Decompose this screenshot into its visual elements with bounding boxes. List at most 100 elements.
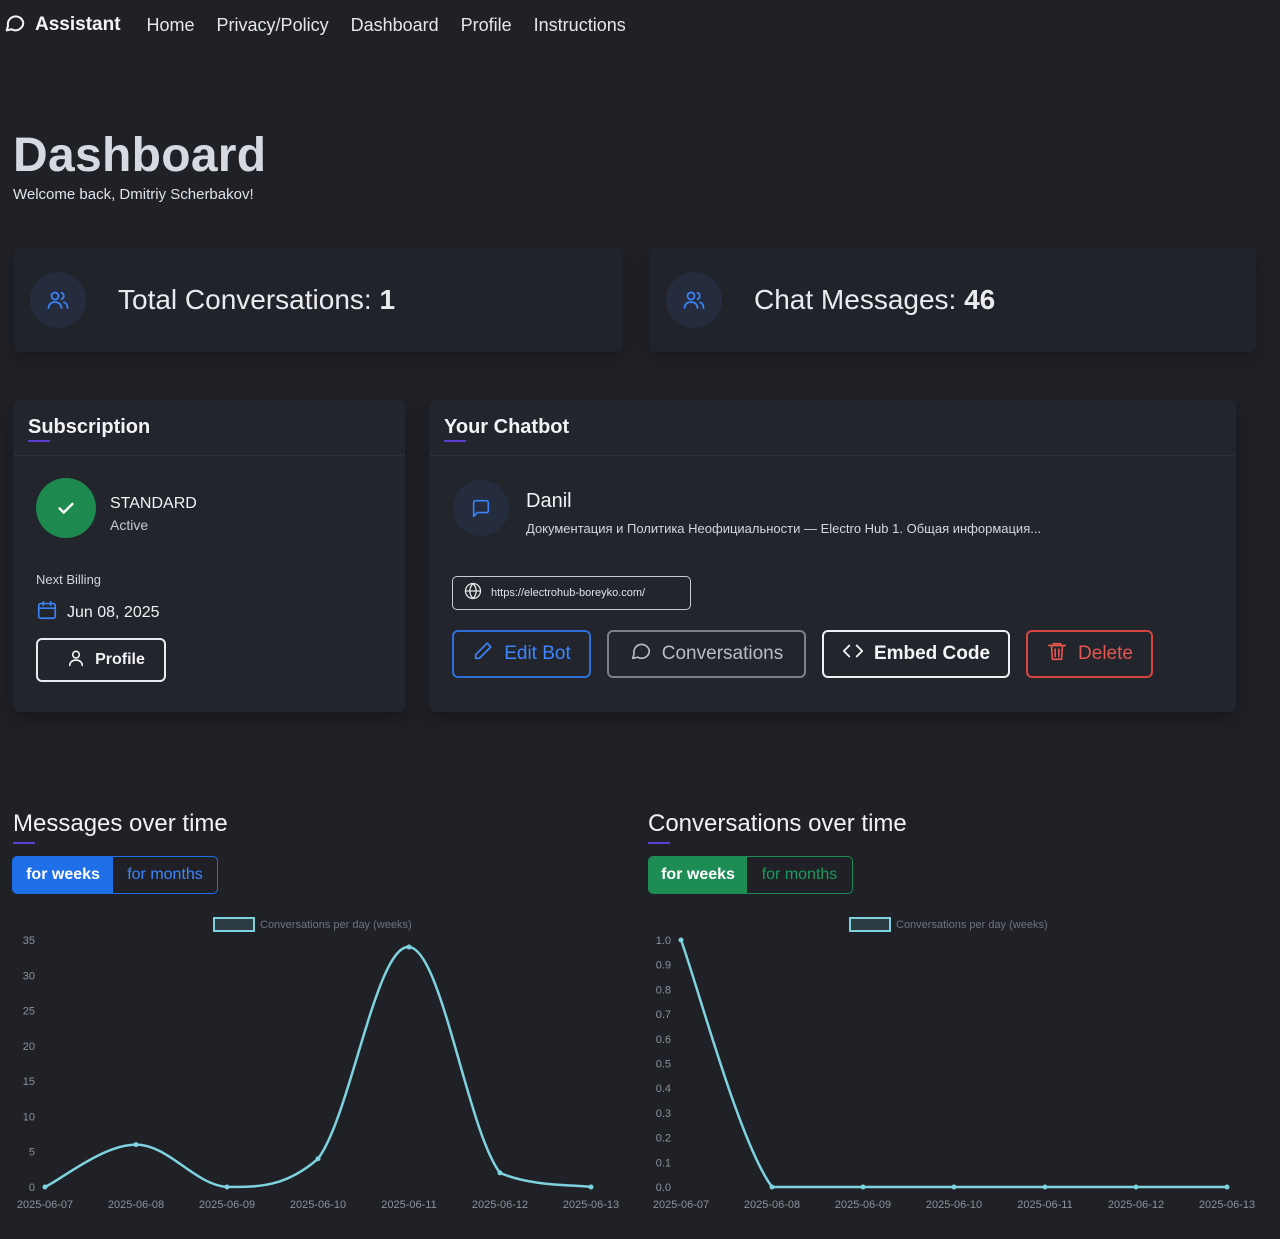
data-point <box>1133 1184 1139 1190</box>
x-tick-label: 2025-06-08 <box>108 1199 164 1211</box>
legend-swatch <box>849 917 891 932</box>
chat-bubble-icon <box>630 640 652 668</box>
y-tick-label: 0.6 <box>656 1034 671 1046</box>
y-tick-label: 0.3 <box>656 1108 671 1120</box>
conversations-chart-title: Conversations over time <box>648 810 907 837</box>
profile-button[interactable]: Profile <box>36 638 166 682</box>
data-point <box>133 1142 139 1148</box>
y-tick-label: 0 <box>29 1182 35 1194</box>
embed-code-button[interactable]: Embed Code <box>822 630 1010 678</box>
subscription-panel: Subscription STANDARD Active Next Billin… <box>13 400 405 712</box>
conversations-toggle-months[interactable]: for months <box>761 866 838 883</box>
y-tick-label: 30 <box>23 970 35 982</box>
delete-button[interactable]: Delete <box>1026 630 1153 678</box>
data-point <box>1042 1184 1048 1190</box>
pencil-icon <box>472 640 494 668</box>
y-tick-label: 25 <box>23 1006 35 1018</box>
data-point <box>406 944 412 950</box>
x-tick-label: 2025-06-13 <box>563 1199 619 1211</box>
title-underline <box>444 440 466 442</box>
data-point <box>769 1184 775 1190</box>
total-conversations-label: Total Conversations: <box>118 284 380 315</box>
welcome-text: Welcome back, Dmitriy Scherbakov! <box>13 186 254 203</box>
x-tick-label: 2025-06-10 <box>290 1199 346 1211</box>
chatbot-panel: Your Chatbot Danil Документация и Полити… <box>429 400 1236 712</box>
nav-link-dashboard[interactable]: Dashboard <box>350 14 439 35</box>
data-point <box>42 1184 48 1190</box>
total-conversations-stat: Total Conversations: 1 <box>118 284 395 316</box>
bot-url-link[interactable]: https://electrohub-boreyko.com/ <box>452 576 691 610</box>
chat-messages-stat: Chat Messages: 46 <box>754 284 995 316</box>
y-tick-label: 15 <box>23 1076 35 1088</box>
nav-link-privacy[interactable]: Privacy/Policy <box>216 14 329 35</box>
data-point <box>315 1156 321 1162</box>
messages-toggle-weeks[interactable]: for weeks <box>13 857 113 893</box>
messages-toggle-months[interactable]: for months <box>127 866 203 883</box>
messages-line-chart: Conversations per day (weeks) 0 5 10 15 20 25 3… <box>17 917 619 1211</box>
conversations-button[interactable]: Conversations <box>607 630 806 678</box>
message-square-icon <box>453 480 509 536</box>
data-point <box>497 1170 503 1176</box>
users-icon <box>30 272 86 328</box>
chat-messages-label: Chat Messages: <box>754 284 965 315</box>
chat-bubble-icon <box>4 12 26 39</box>
data-point <box>588 1184 594 1190</box>
messages-chart-title: Messages over time <box>13 810 228 837</box>
users-icon <box>666 272 722 328</box>
conversations-toggle-weeks[interactable]: for weeks <box>649 857 747 893</box>
nav-link-instructions[interactable]: Instructions <box>533 14 626 35</box>
data-point <box>678 937 684 943</box>
x-tick-label: 2025-06-12 <box>1108 1199 1164 1211</box>
y-tick-label: 0.7 <box>656 1009 671 1021</box>
bot-url: https://electrohub-boreyko.com/ <box>491 587 646 599</box>
x-tick-label: 2025-06-11 <box>1017 1199 1072 1211</box>
nav-link-profile[interactable]: Profile <box>460 14 512 35</box>
x-tick-label: 2025-06-13 <box>1199 1199 1255 1211</box>
y-tick-label: 5 <box>29 1147 35 1159</box>
bot-description: Документация и Политика Неофициальности … <box>526 521 1042 536</box>
chatbot-header: Your Chatbot <box>429 400 1236 456</box>
brand[interactable]: Assistant <box>4 12 121 39</box>
plan-status: Active <box>110 517 149 533</box>
page-title: Dashboard <box>13 129 267 182</box>
trash-icon <box>1046 640 1068 668</box>
conversations-label: Conversations <box>661 643 784 664</box>
series-line <box>44 945 592 1189</box>
data-point <box>224 1184 230 1190</box>
y-tick-label: 10 <box>23 1111 35 1123</box>
y-tick-label: 0.0 <box>656 1182 671 1194</box>
series-line <box>679 939 1227 1189</box>
top-nav: Assistant Home Privacy/Policy Dashboard … <box>0 0 1280 50</box>
data-point <box>1224 1184 1230 1190</box>
delete-label: Delete <box>1078 643 1133 664</box>
y-tick-label: 0.8 <box>656 984 671 996</box>
data-point <box>951 1184 957 1190</box>
edit-bot-button[interactable]: Edit Bot <box>452 630 591 678</box>
x-tick-label: 2025-06-08 <box>744 1199 800 1211</box>
nav-link-home[interactable]: Home <box>146 14 195 35</box>
data-point <box>860 1184 866 1190</box>
conversations-line-chart: Conversations per day (weeks) 0.0 0.1 0.2 0.… <box>653 917 1255 1211</box>
legend-label: Conversations per day (weeks) <box>896 919 1048 931</box>
next-billing-row: Jun 08, 2025 <box>36 599 160 626</box>
title-underline <box>28 440 50 442</box>
x-tick-label: 2025-06-09 <box>199 1199 255 1211</box>
brand-name: Assistant <box>35 14 121 35</box>
chat-messages-value: 46 <box>964 284 996 315</box>
y-tick-label: 35 <box>23 935 35 947</box>
subscription-title: Subscription <box>28 416 151 438</box>
calendar-icon <box>36 599 58 626</box>
x-tick-label: 2025-06-09 <box>835 1199 891 1211</box>
chat-messages-card: Chat Messages: 46 <box>650 248 1256 352</box>
y-tick-label: 1.0 <box>656 935 671 947</box>
next-billing-date: Jun 08, 2025 <box>67 603 160 621</box>
y-tick-label: 0.5 <box>656 1059 671 1071</box>
check-icon <box>36 478 96 538</box>
x-tick-label: 2025-06-07 <box>17 1199 73 1211</box>
edit-bot-label: Edit Bot <box>504 643 571 664</box>
y-tick-label: 20 <box>23 1041 35 1053</box>
y-tick-label: 0.9 <box>656 960 671 972</box>
next-billing-label: Next Billing <box>36 572 102 587</box>
bot-name: Danil <box>526 490 572 512</box>
legend-swatch <box>213 917 255 932</box>
